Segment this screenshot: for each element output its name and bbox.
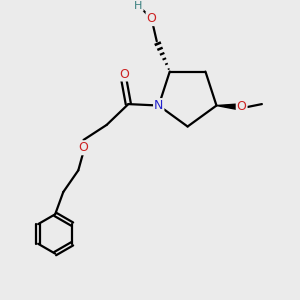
Text: O: O [119,68,129,80]
Polygon shape [217,104,241,110]
Text: O: O [147,12,157,25]
Text: N: N [154,99,164,112]
Text: O: O [79,141,88,154]
Text: H: H [134,1,143,10]
Text: O: O [237,100,247,113]
